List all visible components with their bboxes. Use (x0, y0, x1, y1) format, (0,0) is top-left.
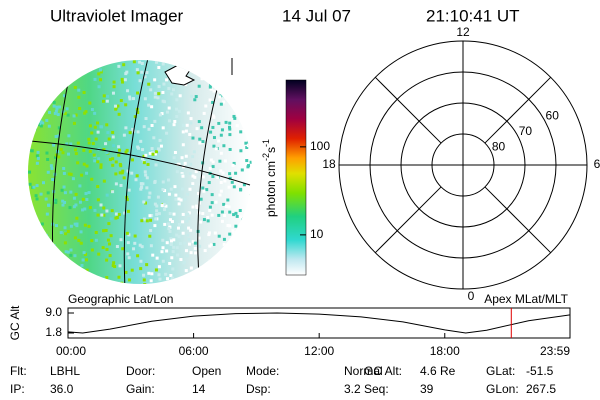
polar-spoke (374, 186, 442, 254)
orbit-left-label: Geographic Lat/Lon (68, 292, 173, 306)
field-value: 36.0 (50, 382, 74, 396)
colorbar-tick-label: 100 (310, 139, 330, 153)
polar-mlt-label: 12 (456, 25, 470, 39)
field-value: -51.5 (526, 364, 554, 378)
polar-ring-label: 70 (519, 124, 533, 138)
orbit-plot: Geographic Lat/Lon Apex MLat/MLT GC Alt … (8, 292, 571, 358)
polar-spoke (484, 186, 552, 254)
globe-image (28, 58, 252, 284)
colorbar-label: photon cm-2s-1 (261, 139, 278, 217)
field-label: Flt: (10, 364, 27, 378)
polar-spoke (374, 76, 442, 144)
x-tick-label: 12:00 (304, 344, 334, 358)
x-tick-label: 23:59 (540, 344, 570, 358)
time: 21:10:41 UT (426, 6, 520, 25)
field-value: Normal (344, 364, 383, 378)
polar-ring (431, 133, 495, 197)
polar-mlt-label: 18 (322, 157, 336, 171)
field-value: 267.5 (526, 382, 556, 396)
field-label: Mode: (246, 364, 279, 378)
y-tick-label: 1.8 (45, 325, 62, 339)
field-value: 39 (420, 382, 434, 396)
polar-mlt-label: 6 (594, 157, 600, 171)
field-value: Open (192, 364, 221, 378)
y-tick-label: 9.0 (45, 305, 62, 319)
polar-spoke (484, 76, 552, 144)
field-label: Dsp: (246, 382, 271, 396)
colorbar: photon cm-2s-1 10 100 (261, 79, 330, 276)
polar-ring (369, 71, 557, 259)
orbit-y-label: GC Alt (8, 305, 22, 340)
altitude-line (67, 312, 571, 334)
polar-ring-label: 60 (546, 109, 560, 123)
polar-mlt-label: 0 (468, 289, 475, 303)
field-label: Door: (126, 364, 155, 378)
field-label: GLat: (486, 364, 515, 378)
field-label: IP: (10, 382, 25, 396)
field-value: LBHL (50, 364, 80, 378)
title: Ultraviolet Imager (50, 6, 184, 25)
field-value: 4.6 Re (420, 364, 456, 378)
field-value: 14 (192, 382, 206, 396)
date: 14 Jul 07 (282, 6, 351, 25)
orbit-right-label: Apex MLat/MLT (484, 292, 568, 306)
x-tick-label: 00:00 (56, 344, 86, 358)
field-value: 3.2 (344, 382, 361, 396)
field-label: Seq: (364, 382, 389, 396)
x-tick-label: 06:00 (179, 344, 209, 358)
field-label: GC Alt: (364, 364, 402, 378)
x-tick-label: 18:00 (430, 344, 460, 358)
polar-ring (400, 102, 526, 228)
field-label: GLon: (486, 382, 519, 396)
polar-ring-label: 80 (492, 140, 506, 154)
field-label: Gain: (126, 382, 155, 396)
colorbar-tick-label: 10 (310, 227, 324, 241)
